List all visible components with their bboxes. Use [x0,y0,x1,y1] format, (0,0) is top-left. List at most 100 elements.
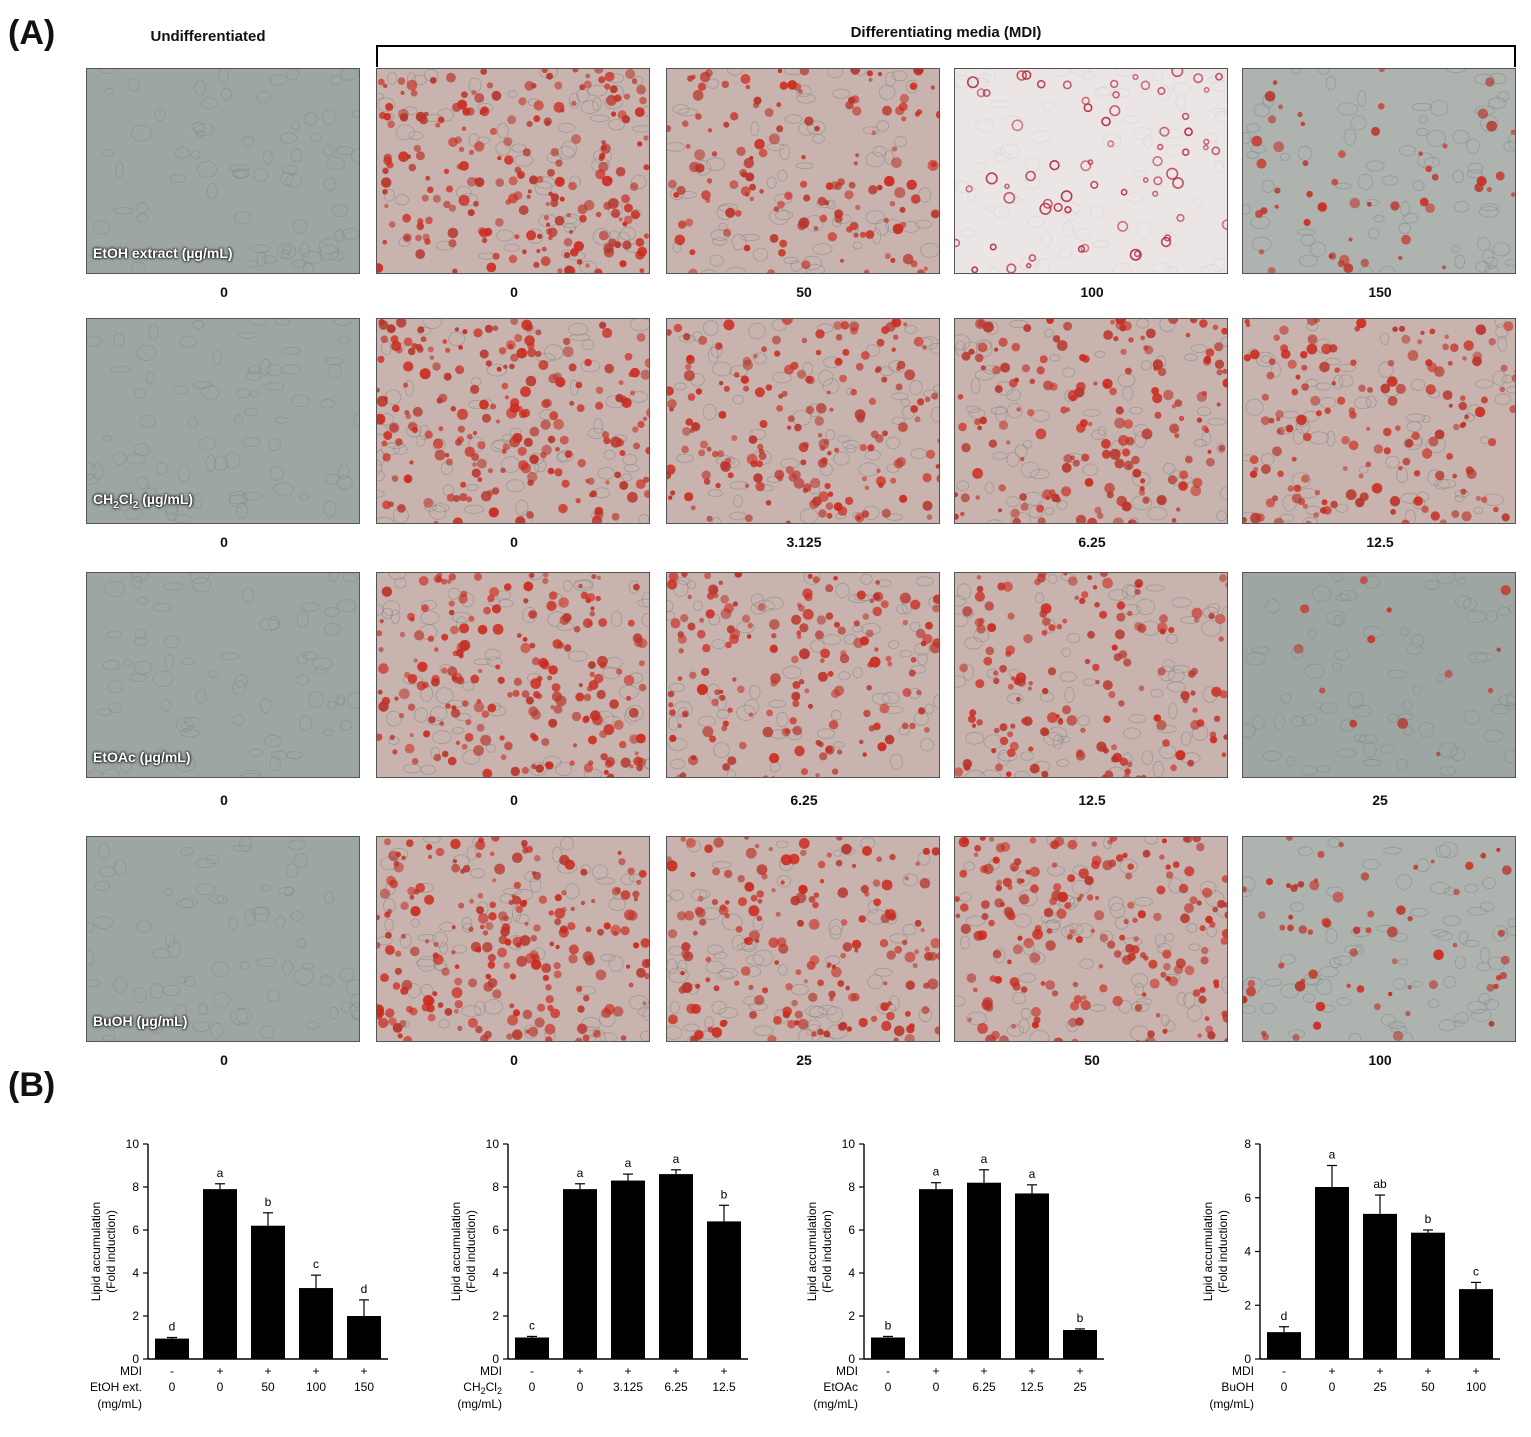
dose-label: 25 [796,1052,812,1068]
significance-letter: d [169,1320,176,1334]
micrograph-texture [1243,837,1515,1041]
y-tick-label: 6 [492,1223,499,1237]
x-tick-label: 0 [1329,1380,1336,1394]
mdi-row-label: MDI [480,1364,502,1378]
bar [1015,1193,1049,1359]
micrograph-texture [1243,69,1515,273]
micrograph-r1-c4 [954,68,1228,274]
x-tick-label: 100 [1466,1380,1486,1394]
micrograph-r3-c3 [666,572,940,778]
micrograph-r2-c1: CH2Cl2 (µg/mL) [86,318,360,524]
bar [1363,1213,1397,1359]
bar [611,1180,645,1359]
mdi-sign: + [1424,1364,1431,1378]
treatment-label-part: Cl [486,1380,497,1394]
y-tick-label: 4 [492,1266,499,1280]
bar-chart-svg: 0 2 4 6 8 Lipid accumulation (Fold induction) d… [1201,1137,1500,1411]
micrograph-texture [955,837,1227,1041]
dose-label: 0 [220,792,228,808]
x-tick-label: 0 [885,1380,892,1394]
y-tick-label: 4 [132,1266,139,1280]
mdi-sign: + [1028,1364,1035,1378]
micrograph-r4-c1: BuOH (µg/mL) [86,836,360,1042]
bar-chart-1: 0 2 4 6 8 10 Lipid accumulation (Fold induction… [70,1130,430,1430]
y-axis-label: Lipid accumulation [1201,1202,1215,1301]
dose-label: 0 [220,1052,228,1068]
mdi-sign: - [886,1364,890,1378]
micrograph-texture [377,69,649,273]
bar-chart-4: 0 2 4 6 8 Lipid accumulation (Fold induction) d… [1182,1130,1531,1430]
mdi-sign: + [672,1364,679,1378]
mdi-sign: + [312,1364,319,1378]
bar [251,1225,285,1359]
treatment-row-label: EtOH ext. [90,1380,142,1394]
bar-chart-svg: 0 2 4 6 8 10 Lipid accumulation (Fold induction… [805,1137,1104,1411]
treatment-row-label: EtOAc [823,1380,858,1394]
micrograph-r3-c2 [376,572,650,778]
dose-label: 100 [1368,1052,1392,1068]
micrograph-texture [87,319,359,523]
x-tick-label: 6.25 [972,1380,996,1394]
significance-letter: b [1077,1311,1084,1325]
dose-label: 0 [510,534,518,550]
mdi-sign: + [980,1364,987,1378]
bar [1267,1332,1301,1359]
bar [967,1182,1001,1359]
mdi-sign: + [216,1364,223,1378]
mdi-sign: - [170,1364,174,1378]
dose-label: 0 [510,792,518,808]
significance-letter: c [529,1318,535,1332]
micrograph-texture [667,573,939,777]
micrograph-texture [1243,319,1515,523]
x-tick-label: 0 [529,1380,536,1394]
row-caption: CH2Cl2 (µg/mL) [93,491,193,511]
unit-row-label: (mg/mL) [457,1397,502,1411]
bar [707,1221,741,1359]
treatment-row-label: BuOH [1221,1380,1254,1394]
bar-chart-3: 0 2 4 6 8 10 Lipid accumulation (Fold induction… [786,1130,1146,1430]
bar [563,1189,597,1359]
micrograph-r2-c5 [1242,318,1516,524]
x-tick-label: 0 [217,1380,224,1394]
caption-part: (µg/mL) [138,491,194,508]
x-tick-label: 12.5 [1020,1380,1044,1394]
significance-letter: a [577,1166,584,1180]
x-tick-label: 25 [1073,1380,1087,1394]
bar [919,1189,953,1359]
y-tick-label: 10 [126,1137,140,1151]
mdi-sign: + [1328,1364,1335,1378]
panel-b-label: (B) [8,1066,56,1104]
y-axis-label: (Fold induction) [104,1210,118,1293]
y-tick-label: 8 [848,1180,855,1194]
micrograph-texture [87,69,359,273]
y-tick-label: 8 [1244,1137,1251,1151]
x-tick-label: 50 [1421,1380,1435,1394]
y-tick-label: 6 [848,1223,855,1237]
bar [155,1338,189,1359]
panel-a-label: (A) [8,14,56,52]
micrograph-texture [377,837,649,1041]
y-axis-label: (Fold induction) [464,1210,478,1293]
bar [1315,1187,1349,1359]
micrograph-texture [667,69,939,273]
treatment-label-part: CH [463,1380,480,1394]
x-tick-label: 100 [306,1380,326,1394]
y-axis-label: (Fold induction) [820,1210,834,1293]
mdi-row-label: MDI [120,1364,142,1378]
y-tick-label: 8 [492,1180,499,1194]
bar [347,1316,381,1359]
caption-part: 2 [132,500,139,511]
x-tick-label: 50 [261,1380,275,1394]
y-tick-label: 0 [848,1352,855,1366]
micrograph-texture [377,573,649,777]
significance-letter: b [721,1187,728,1201]
micrograph-texture [955,69,1227,273]
mdi-bracket [376,45,1516,69]
micrograph-r1-c2 [376,68,650,274]
header-differentiating-media: Differentiating media (MDI) [850,24,1042,41]
significance-letter: c [313,1257,319,1271]
dose-label: 150 [1368,284,1392,300]
y-axis-label: (Fold induction) [1216,1210,1230,1293]
unit-row-label: (mg/mL) [813,1397,858,1411]
mdi-sign: + [360,1364,367,1378]
